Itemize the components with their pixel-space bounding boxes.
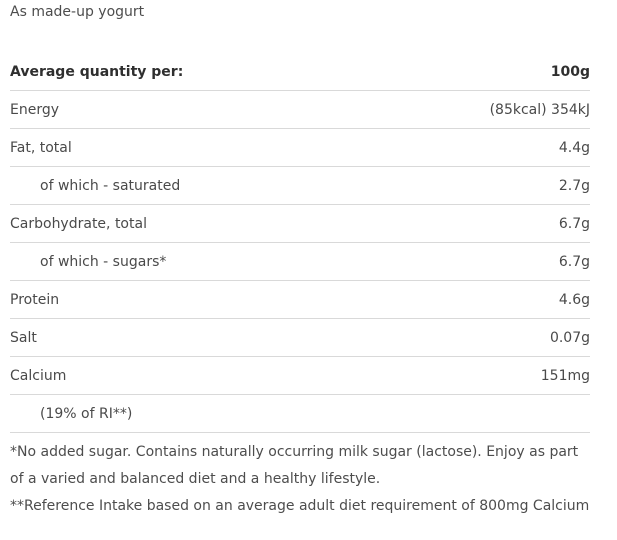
table-row-sugars: of which - sugars* 6.7g xyxy=(10,243,590,281)
table-row-energy: Energy (85kcal) 354kJ xyxy=(10,91,590,129)
row-value: 4.4g xyxy=(558,139,590,156)
row-label: Salt xyxy=(10,329,37,346)
preparation-note: As made-up yogurt xyxy=(10,4,145,20)
table-row-saturated: of which - saturated 2.7g xyxy=(10,167,590,205)
footnote-sugar: *No added sugar. Contains naturally occu… xyxy=(10,444,579,487)
row-value: (85kcal) 354kJ xyxy=(489,101,590,118)
table-header-row: Average quantity per: 100g xyxy=(10,53,590,91)
footnotes: *No added sugar. Contains naturally occu… xyxy=(10,439,590,520)
table-row-protein: Protein 4.6g xyxy=(10,281,590,319)
table-row-carbohydrate: Carbohydrate, total 6.7g xyxy=(10,205,590,243)
row-label: Energy xyxy=(10,101,60,118)
header-value: 100g xyxy=(550,63,590,80)
table-row-calcium: Calcium 151mg xyxy=(10,357,590,395)
row-label: Carbohydrate, total xyxy=(10,215,147,232)
table-row-salt: Salt 0.07g xyxy=(10,319,590,357)
table-row-fat: Fat, total 4.4g xyxy=(10,129,590,167)
row-label: Calcium xyxy=(10,367,67,384)
row-label: Protein xyxy=(10,291,60,308)
row-value: 4.6g xyxy=(558,291,590,308)
row-value: 6.7g xyxy=(558,215,590,232)
header-label: Average quantity per: xyxy=(10,63,184,80)
row-label: of which - sugars* xyxy=(40,253,167,270)
row-label: Fat, total xyxy=(10,139,72,156)
footnote-reference-intake: **Reference Intake based on an average a… xyxy=(10,498,590,514)
nutrition-table: Average quantity per: 100g Energy (85kca… xyxy=(10,53,590,433)
row-label: (19% of RI**) xyxy=(40,405,133,422)
row-value: 2.7g xyxy=(558,177,590,194)
table-row-calcium-ri: (19% of RI**) xyxy=(10,395,590,433)
nutrition-panel: As made-up yogurt Average quantity per: … xyxy=(10,0,590,520)
row-label: of which - saturated xyxy=(40,177,181,194)
row-value: 151mg xyxy=(540,367,590,384)
row-value: 6.7g xyxy=(558,253,590,270)
row-value: 0.07g xyxy=(549,329,590,346)
